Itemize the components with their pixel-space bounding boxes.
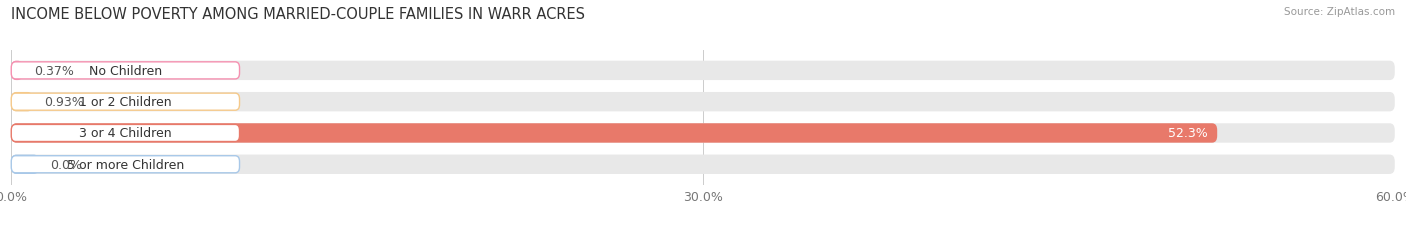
Text: 52.3%: 52.3% bbox=[1168, 127, 1208, 140]
FancyBboxPatch shape bbox=[11, 61, 1395, 81]
FancyBboxPatch shape bbox=[11, 155, 39, 174]
FancyBboxPatch shape bbox=[11, 93, 1395, 112]
FancyBboxPatch shape bbox=[11, 94, 239, 111]
Text: 1 or 2 Children: 1 or 2 Children bbox=[79, 96, 172, 109]
Text: Source: ZipAtlas.com: Source: ZipAtlas.com bbox=[1284, 7, 1395, 17]
FancyBboxPatch shape bbox=[11, 63, 239, 79]
FancyBboxPatch shape bbox=[11, 156, 239, 173]
Text: 5 or more Children: 5 or more Children bbox=[66, 158, 184, 171]
FancyBboxPatch shape bbox=[11, 124, 1218, 143]
Text: No Children: No Children bbox=[89, 65, 162, 78]
FancyBboxPatch shape bbox=[11, 125, 239, 142]
FancyBboxPatch shape bbox=[11, 124, 1395, 143]
Text: 0.0%: 0.0% bbox=[51, 158, 83, 171]
FancyBboxPatch shape bbox=[11, 61, 22, 81]
Text: 0.37%: 0.37% bbox=[34, 65, 75, 78]
Text: 3 or 4 Children: 3 or 4 Children bbox=[79, 127, 172, 140]
FancyBboxPatch shape bbox=[11, 93, 32, 112]
FancyBboxPatch shape bbox=[11, 155, 1395, 174]
Text: 0.93%: 0.93% bbox=[44, 96, 84, 109]
Text: INCOME BELOW POVERTY AMONG MARRIED-COUPLE FAMILIES IN WARR ACRES: INCOME BELOW POVERTY AMONG MARRIED-COUPL… bbox=[11, 7, 585, 22]
